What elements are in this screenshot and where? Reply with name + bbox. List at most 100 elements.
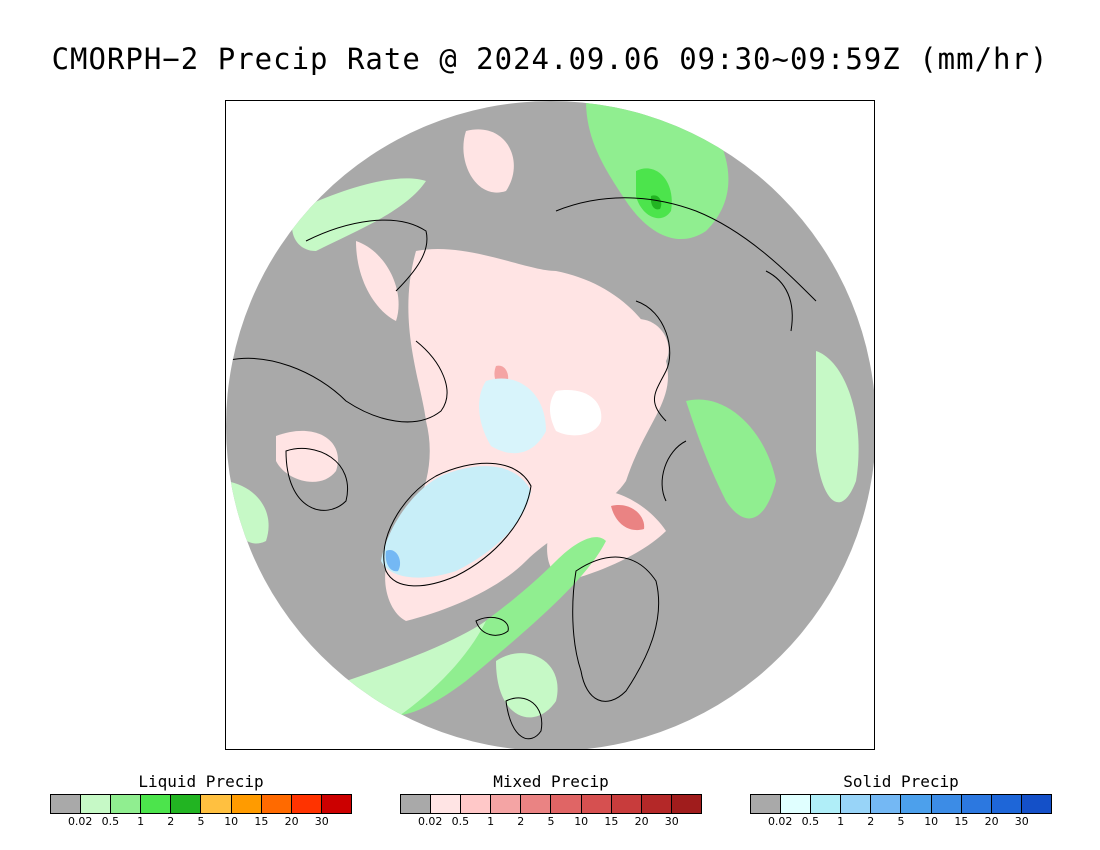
liquid-precip-europe: [496, 653, 558, 718]
legend-liquid-swatches: [50, 794, 352, 814]
legend-liquid-tick-7: 20: [284, 815, 299, 828]
legend-mixed-tick-1: 0.5: [451, 815, 470, 828]
legend-mixed-tick-5: 10: [574, 815, 589, 828]
legend-mixed-swatch-2: [461, 795, 492, 813]
legend-liquid-tick-8: 30: [314, 815, 329, 828]
liquid-precip-pacific-east: [816, 351, 859, 503]
map-disk: [226, 101, 874, 749]
legend-solid-swatch-7: [961, 795, 992, 813]
legend-solid-swatch-9: [1021, 795, 1051, 813]
legend-solid-swatches: [750, 794, 1052, 814]
legend-mixed-tick-6: 15: [604, 815, 619, 828]
legend-liquid: Liquid Precip 0.02 0.5 1 2 5 10 15 20 30: [50, 772, 352, 830]
mixed-precip-canada: [276, 430, 338, 482]
legend-liquid-swatch-6: [231, 795, 262, 813]
legend-solid-swatch-4: [871, 795, 902, 813]
liquid-precip-asia-heavy: [636, 168, 672, 219]
legend-mixed-swatch-7: [611, 795, 642, 813]
legend-solid-tick-0: 0.02: [767, 815, 793, 828]
legend-liquid-tick-6: 15: [254, 815, 269, 828]
snow-white-pole: [550, 390, 602, 436]
polar-map-svg: [226, 101, 874, 749]
coast-siberia: [555, 197, 817, 302]
liquid-precip-north-pacific: [686, 399, 776, 519]
legend-solid: Solid Precip 0.02 0.5 1 2 5 10 15 20 30: [750, 772, 1052, 830]
legend-solid-swatch-1: [781, 795, 812, 813]
legend-mixed-tick-0: 0.02: [417, 815, 443, 828]
coast-alaska: [305, 219, 428, 292]
mixed-precip-kamchatka: [626, 319, 669, 364]
legend-solid-tick-7: 20: [984, 815, 999, 828]
legend-mixed-title: Mixed Precip: [493, 772, 609, 791]
legend-solid-tick-1: 0.5: [801, 815, 820, 828]
mixed-precip-beaufort: [356, 241, 399, 321]
coast-taymyr: [635, 300, 671, 422]
legend-liquid-swatch-2: [111, 795, 142, 813]
legend-solid-tick-3: 2: [867, 815, 875, 828]
solid-precip-greenland-blue: [385, 550, 401, 572]
coastlines: [226, 197, 817, 740]
legend-liquid-swatch-5: [201, 795, 232, 813]
legend-mixed-swatch-6: [581, 795, 612, 813]
legend-solid-swatch-8: [991, 795, 1022, 813]
legend-mixed-swatch-0: [401, 795, 432, 813]
mixed-precip-heavy-norway-sea: [611, 505, 645, 531]
legend-mixed-ticks: 0.02 0.5 1 2 5 10 15 20 30: [400, 814, 702, 830]
legend-solid-swatch-5: [901, 795, 932, 813]
legend-liquid-swatch-9: [321, 795, 351, 813]
legend-solid-swatch-0: [751, 795, 782, 813]
coast-greenland: [383, 462, 532, 587]
legend-liquid-tick-2: 1: [137, 815, 145, 828]
legend-mixed-tick-4: 5: [547, 815, 555, 828]
legend-liquid-tick-5: 10: [224, 815, 239, 828]
legend-liquid-tick-1: 0.5: [101, 815, 120, 828]
legend-solid-tick-4: 5: [897, 815, 905, 828]
legend-solid-tick-5: 10: [924, 815, 939, 828]
legend-liquid-tick-3: 2: [167, 815, 175, 828]
legend-mixed-swatch-1: [431, 795, 462, 813]
legend-liquid-swatch-1: [81, 795, 112, 813]
precip-map: [225, 100, 875, 750]
coast-canada-arctic: [226, 340, 448, 423]
legend-solid-ticks: 0.02 0.5 1 2 5 10 15 20 30: [750, 814, 1052, 830]
legend-mixed-tick-3: 2: [517, 815, 525, 828]
legend-solid-swatch-2: [811, 795, 842, 813]
coast-british-isles: [505, 697, 543, 740]
solid-precip-greenland: [381, 466, 531, 578]
legend-solid-swatch-6: [931, 795, 962, 813]
solid-precip-pole: [479, 378, 546, 454]
map-title: CMORPH−2 Precip Rate @ 2024.09.06 09:30~…: [51, 42, 1049, 76]
legend-mixed-swatch-8: [641, 795, 672, 813]
coast-iceland: [475, 616, 509, 636]
legend-solid-tick-8: 30: [1014, 815, 1029, 828]
legend-mixed-tick-2: 1: [487, 815, 495, 828]
legend-mixed-tick-8: 30: [664, 815, 679, 828]
coast-hudson-bay: [285, 447, 349, 511]
mixed-precip-siberia: [463, 129, 514, 193]
legend-solid-swatch-3: [841, 795, 872, 813]
legend-solid-tick-6: 15: [954, 815, 969, 828]
legend-solid-title: Solid Precip: [843, 772, 959, 791]
legend-liquid-tick-4: 5: [197, 815, 205, 828]
legend-liquid-swatch-0: [51, 795, 82, 813]
legend-mixed-swatch-4: [521, 795, 552, 813]
legend-liquid-title: Liquid Precip: [138, 772, 264, 791]
legend-solid-tick-2: 1: [837, 815, 845, 828]
liquid-precip-asia-band: [586, 101, 729, 240]
legend-mixed-tick-7: 20: [634, 815, 649, 828]
legend-liquid-swatch-7: [261, 795, 292, 813]
legend-liquid-swatch-3: [141, 795, 172, 813]
legend-mixed-swatch-9: [671, 795, 701, 813]
liquid-precip-asia-core: [650, 195, 662, 210]
legend-liquid-tick-0: 0.02: [67, 815, 93, 828]
legend-liquid-swatch-4: [171, 795, 202, 813]
coast-kamchatka: [765, 270, 793, 332]
coast-novaya-zemlya: [661, 440, 687, 502]
legend-mixed: Mixed Precip 0.02 0.5 1 2 5 10 15 20 30: [400, 772, 702, 830]
legend-mixed-swatch-3: [491, 795, 522, 813]
legend-liquid-ticks: 0.02 0.5 1 2 5 10 15 20 30: [50, 814, 352, 830]
legend-mixed-swatches: [400, 794, 702, 814]
legend-liquid-swatch-8: [291, 795, 322, 813]
coast-scandinavia: [572, 556, 660, 702]
legend-mixed-swatch-5: [551, 795, 582, 813]
